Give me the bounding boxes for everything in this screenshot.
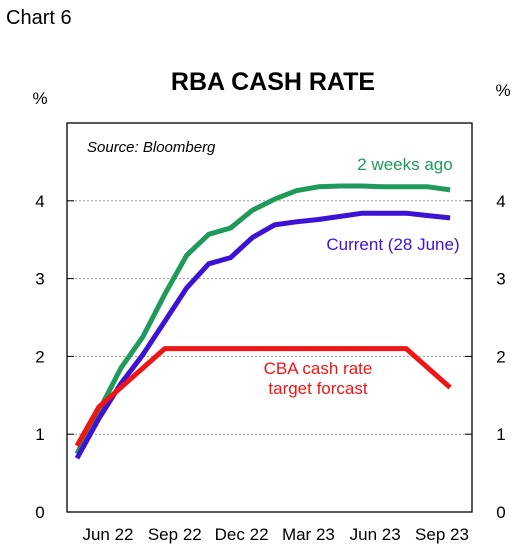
x-axis: Jun 22 Sep 22 Dec 22 Mar 23 Jun 23 Sep 23: [82, 525, 468, 544]
right-tick-label: 1: [496, 425, 505, 444]
x-tick-label: Sep 23: [415, 525, 469, 544]
left-tick-label: 3: [35, 270, 44, 289]
right-tick-label: 4: [496, 192, 505, 211]
series-line: [74, 346, 452, 448]
x-tick-label: Jun 23: [350, 525, 401, 544]
left-tick-label: 2: [35, 347, 44, 366]
right-axis: 0 1 2 3 4: [465, 192, 506, 522]
series-label: 2 weeks ago: [357, 155, 452, 174]
left-tick-label: 1: [35, 425, 44, 444]
x-tick-label: Mar 23: [282, 525, 335, 544]
gridlines: [67, 200, 472, 435]
left-axis-unit: %: [32, 89, 47, 108]
right-tick-label: 0: [496, 503, 505, 522]
right-tick-label: 2: [496, 347, 505, 366]
left-tick-label: 4: [35, 192, 44, 211]
series-label: target forcast: [268, 379, 367, 398]
series-label: Current (28 June): [326, 235, 459, 254]
plot-area: [66, 122, 473, 513]
series-line: [74, 183, 451, 455]
x-tick-label: Jun 22: [82, 525, 133, 544]
series-line: [74, 210, 451, 460]
chart-title: RBA CASH RATE: [171, 68, 375, 96]
x-tick-label: Dec 22: [215, 525, 269, 544]
right-axis-unit: %: [495, 81, 510, 100]
series-labels: 2 weeks ago Current (28 June) CBA cash rat…: [264, 155, 460, 398]
series-label: CBA cash rate: [264, 359, 373, 378]
right-tick-label: 3: [496, 270, 505, 289]
series-lines: [74, 183, 452, 460]
left-tick-label: 0: [35, 503, 44, 522]
x-tick-label: Sep 22: [148, 525, 202, 544]
chart-caption: Chart 6: [6, 7, 72, 29]
left-axis: 0 1 2 3 4: [35, 192, 74, 522]
source-note: Source: Bloomberg: [87, 139, 216, 156]
